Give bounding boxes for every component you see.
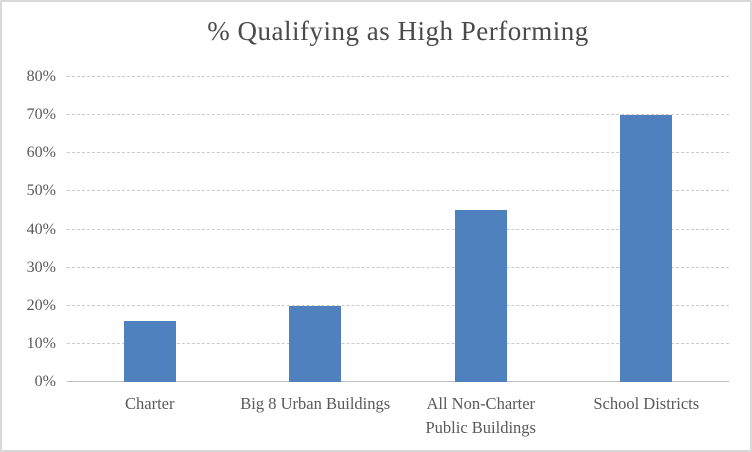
gridline bbox=[67, 304, 729, 306]
plot-area bbox=[67, 76, 729, 382]
bar bbox=[123, 321, 176, 382]
y-tick-label: 40% bbox=[26, 220, 56, 238]
gridline bbox=[67, 266, 729, 268]
gridline bbox=[67, 190, 729, 192]
gridline bbox=[67, 228, 729, 230]
x-category-label: School Districts bbox=[593, 394, 700, 413]
y-tick-label: 30% bbox=[26, 258, 56, 276]
gridline bbox=[67, 152, 729, 154]
gridline bbox=[67, 114, 729, 116]
y-tick-label: 60% bbox=[26, 144, 56, 162]
y-tick-label: 0% bbox=[34, 373, 56, 390]
x-axis-line bbox=[67, 381, 729, 382]
gridline bbox=[67, 76, 729, 77]
y-tick-label: 80% bbox=[26, 68, 56, 85]
x-category-label: Big 8 Urban Buildings bbox=[240, 394, 391, 413]
bar bbox=[454, 210, 507, 382]
x-category-label: Charter bbox=[125, 394, 175, 413]
y-tick-label: 70% bbox=[26, 106, 56, 124]
gridline bbox=[67, 342, 729, 344]
y-tick-label: 50% bbox=[26, 182, 56, 200]
y-tick-label: 20% bbox=[26, 296, 56, 314]
chart-title: % Qualifying as High Performing bbox=[207, 16, 589, 46]
x-axis: Charter Big 8 Urban Buildings All Non-Char… bbox=[67, 392, 729, 446]
x-category-label: All Non-Charter Public Buildings bbox=[425, 394, 536, 437]
y-tick-label: 10% bbox=[26, 334, 56, 352]
y-axis: 0% 10% 20% 30% 40% 50% 60% 70% 80% bbox=[2, 69, 60, 390]
bar bbox=[289, 305, 342, 382]
bar bbox=[620, 115, 673, 382]
